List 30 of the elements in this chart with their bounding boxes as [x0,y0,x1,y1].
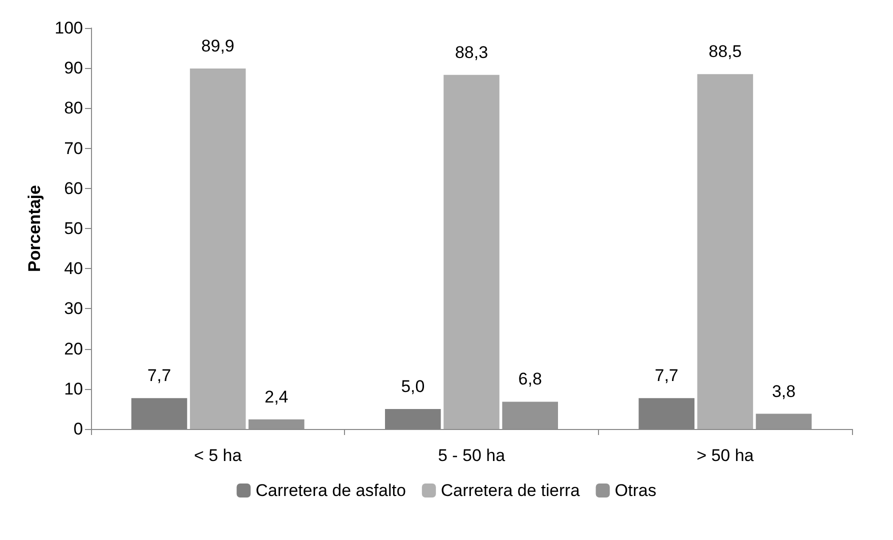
y-tick-label: 20 [64,339,83,358]
legend-label: Carretera de tierra [440,481,580,500]
y-tick-label: 100 [54,18,83,38]
data-label: 2,4 [264,387,288,406]
data-label: 6,8 [518,370,542,389]
y-axis-title: Porcentaje [25,185,44,272]
y-tick-label: 90 [64,58,83,78]
y-tick-label: 80 [64,98,83,118]
data-label: 7,7 [654,366,678,386]
y-tick-label: 60 [64,178,83,198]
y-tick-label: 50 [64,219,83,238]
data-label: 7,7 [147,366,172,386]
x-tick-label: 5 - 50 ha [438,446,506,465]
y-tick-label: 0 [74,420,83,438]
y-tick-label: 10 [64,379,83,398]
data-label: 88,5 [708,42,742,62]
y-tick-label: 30 [64,299,83,318]
data-label: 89,9 [201,36,234,56]
x-tick-label: < 5 ha [194,446,242,465]
y-tick-label: 40 [64,259,83,278]
bar [697,74,754,429]
y-tick-label: 70 [64,138,83,158]
legend-label: Otras [614,481,656,500]
legend-label: Carretera de asfalto [256,481,406,500]
bar [190,68,246,429]
data-label: 5,0 [401,376,425,396]
data-label: 88,3 [454,42,488,62]
x-tick-label: > 50 ha [696,446,754,465]
data-label: 3,8 [772,382,796,401]
bar [444,74,500,429]
